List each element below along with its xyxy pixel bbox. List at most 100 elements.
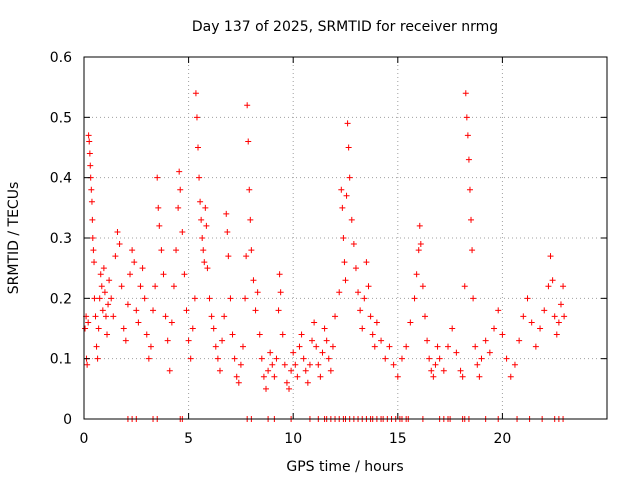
data-point [461, 283, 468, 290]
data-point [466, 186, 473, 193]
data-point [449, 325, 456, 332]
data-point [212, 343, 219, 350]
data-point [90, 247, 97, 254]
data-point [369, 331, 376, 338]
data-point [390, 361, 397, 368]
data-point [373, 319, 380, 326]
data-point [229, 331, 236, 338]
data-point [156, 222, 163, 229]
data-point [84, 361, 91, 368]
data-point [476, 373, 483, 380]
data-point [348, 216, 355, 223]
data-point [327, 367, 334, 374]
data-point [118, 283, 125, 290]
data-point [302, 367, 309, 374]
x-axis-label: GPS time / hours [286, 459, 403, 475]
data-point [158, 247, 165, 254]
data-point [537, 325, 544, 332]
data-point [516, 337, 523, 344]
data-point [150, 307, 157, 314]
data-point [263, 385, 270, 392]
data-point [271, 373, 278, 380]
data-point [551, 313, 558, 320]
data-point [288, 367, 295, 374]
data-point [88, 186, 95, 193]
data-point [88, 198, 95, 205]
data-point [160, 271, 167, 278]
data-point [346, 174, 353, 181]
data-point [465, 156, 472, 163]
data-point [219, 337, 226, 344]
data-point [561, 313, 568, 320]
data-point [224, 228, 231, 235]
data-point [98, 283, 105, 290]
data-point [100, 265, 107, 272]
x-tick-label: 15 [389, 431, 407, 447]
y-tick-label: 0.5 [50, 110, 72, 126]
data-point [246, 186, 253, 193]
data-point [273, 355, 280, 362]
data-point [106, 277, 113, 284]
y-tick-label: 0.1 [50, 352, 72, 368]
data-point [472, 343, 479, 350]
data-point [204, 265, 211, 272]
data-point [166, 367, 173, 374]
data-point [152, 283, 159, 290]
data-point [407, 319, 414, 326]
data-point [470, 295, 477, 302]
data-point [511, 361, 518, 368]
data-point [208, 313, 215, 320]
data-point [469, 247, 476, 254]
data-point [453, 349, 460, 356]
data-point [104, 331, 111, 338]
data-point [294, 373, 301, 380]
y-tick-label: 0.3 [50, 231, 72, 247]
data-point [560, 283, 567, 290]
data-point [491, 325, 498, 332]
data-point [440, 367, 447, 374]
data-point [124, 301, 131, 308]
data-point [127, 271, 134, 278]
data-point [101, 289, 108, 296]
data-point [277, 289, 284, 296]
data-point [85, 319, 92, 326]
data-point [357, 307, 364, 314]
x-tick-label: 0 [80, 431, 89, 447]
data-point [92, 313, 99, 320]
data-point [338, 186, 345, 193]
data-point [436, 355, 443, 362]
data-point [290, 349, 297, 356]
data-point [415, 247, 422, 254]
data-point [317, 373, 324, 380]
data-point [112, 253, 119, 260]
data-point [105, 301, 112, 308]
data-point [147, 343, 154, 350]
data-point [283, 379, 290, 386]
data-point [365, 283, 372, 290]
data-point [344, 120, 351, 127]
data-point [108, 295, 115, 302]
data-point [386, 343, 393, 350]
data-point [426, 355, 433, 362]
data-point [468, 216, 475, 223]
data-point [164, 337, 171, 344]
data-point [244, 102, 251, 109]
data-point [243, 253, 250, 260]
data-point [398, 355, 405, 362]
data-point [192, 90, 199, 97]
data-point [361, 295, 368, 302]
data-point [155, 204, 162, 211]
data-point [85, 132, 92, 139]
data-point [342, 277, 349, 284]
data-point [183, 307, 190, 314]
data-point [260, 373, 267, 380]
data-point [419, 283, 426, 290]
data-point [378, 337, 385, 344]
x-tick-label: 5 [184, 431, 193, 447]
data-point [175, 204, 182, 211]
data-point [91, 295, 98, 302]
data-point [89, 235, 96, 241]
data-point [507, 373, 514, 380]
chart-title: Day 137 of 2025, SRMTID for receiver nrm… [192, 19, 498, 35]
data-point [434, 343, 441, 350]
